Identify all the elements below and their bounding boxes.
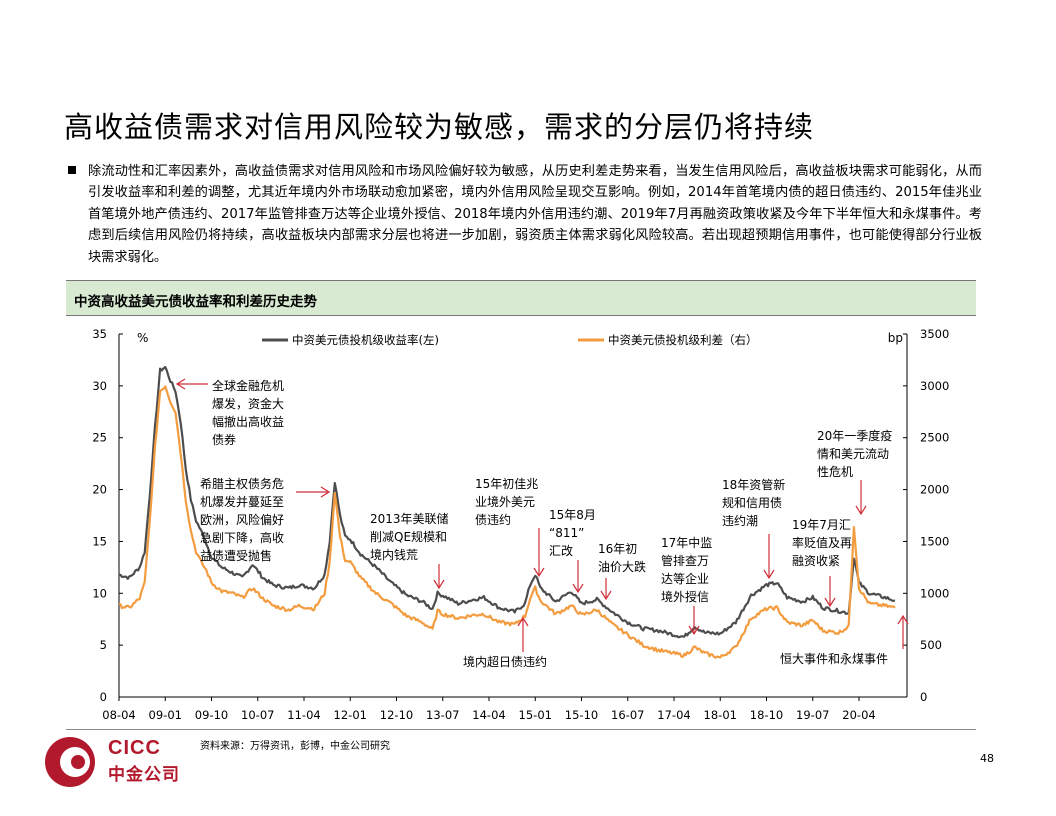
series-line-2 <box>118 385 896 659</box>
annotation-arrow-head <box>688 625 700 636</box>
annotation-text-line: 油价大跌 <box>598 559 646 574</box>
right-tick-label: 3500 <box>920 327 949 341</box>
left-tick-label: 35 <box>92 327 107 341</box>
bullet-paragraph: 除流动性和汇率因素外，高收益债需求对信用风险和市场风险偏好较为敏感，从历史利差走… <box>68 161 982 268</box>
x-tick-label: 20-04 <box>842 708 875 722</box>
annotation-text-line: 债违约 <box>475 512 511 527</box>
right-tick-label: 2500 <box>920 431 949 445</box>
annotation-text-line: 性危机 <box>817 465 853 479</box>
annotation-text-line: 爆发，资金大 <box>212 396 284 411</box>
x-tick-label: 15-10 <box>565 708 598 722</box>
annotation-arrow-head <box>533 567 545 578</box>
x-tick-label: 14-04 <box>472 708 505 722</box>
source-note: 资料来源：万得资讯，彭博，中金公司研究 <box>200 741 390 752</box>
annotation-text-line: 急剧下降，高收 <box>200 530 284 545</box>
bullet-square-icon <box>68 166 76 174</box>
annotation-text-line: 业境外美元 <box>475 494 535 509</box>
x-tick-label: 15-01 <box>519 708 552 722</box>
x-tick-label: 10-07 <box>241 708 274 722</box>
left-tick-label: 15 <box>92 534 107 548</box>
annotation-text-line: 削减QE规模和 <box>370 529 447 544</box>
x-tick-label: 12-01 <box>334 708 367 722</box>
annotation-text-line: 达等企业 <box>661 571 709 586</box>
annotation-text-line: 恒大事件和永煤事件 <box>780 652 888 666</box>
annotation-text-line: 全球金融危机 <box>212 378 284 393</box>
x-tick-label: 18-10 <box>750 708 783 722</box>
annotation-text-line: 管排查万 <box>661 553 709 568</box>
left-tick-label: 25 <box>92 431 107 445</box>
annotation-text-line: 率贬值及再 <box>792 535 852 550</box>
annotation-text-line: 欧洲，风险偏好 <box>200 512 284 527</box>
left-tick-label: 0 <box>100 690 107 704</box>
annotation-arrow-head <box>763 569 775 580</box>
x-tick-label: 18-01 <box>704 708 737 722</box>
annotation-arrow-head <box>824 597 836 608</box>
right-tick-label: 2000 <box>920 483 949 497</box>
annotation-text-line: 境内超日债违约 <box>463 654 547 669</box>
right-tick-label: 1000 <box>920 586 949 600</box>
page-title: 高收益债需求对信用风险较为敏感，需求的分层仍将持续 <box>64 110 815 144</box>
chart-header: 中资高收益美元债收益率和利差历史走势 <box>66 280 976 316</box>
annotation-text-line: 机爆发并蔓延至 <box>200 494 284 509</box>
annotation-text-line: 15年初佳兆 <box>475 477 538 491</box>
left-tick-label: 30 <box>92 379 107 393</box>
x-tick-label: 19-07 <box>796 708 829 722</box>
legend-label: 中资美元债投机级利差（右） <box>608 333 758 347</box>
annotation-text-line: 2013年美联储 <box>370 511 449 526</box>
annotation-text-line: 境内钱荒 <box>370 547 418 562</box>
annotation-arrow-head <box>517 616 529 627</box>
right-tick-label: 500 <box>920 638 942 652</box>
annotation-text-line: 汇改 <box>549 544 573 558</box>
annotation-arrow-head <box>572 583 584 594</box>
yield-spread-chart: 0 5 10 15 20 25 30 35 0 500 1000 1500 2000 2500 3000 35… <box>92 327 949 722</box>
cicc-logo-icon <box>45 737 95 787</box>
annotation-text-line: 18年资管新 <box>722 477 785 492</box>
annotation-arrow-head <box>897 614 909 625</box>
legend-label: 中资美元债投机级收益率(左) <box>292 333 439 347</box>
footer-divider <box>66 729 976 730</box>
bullet-text: 除流动性和汇率因素外，高收益债需求对信用风险和市场风险偏好较为敏感，从历史利差走… <box>88 164 982 265</box>
right-unit-label: bp <box>888 331 903 345</box>
left-tick-label: 20 <box>92 483 107 497</box>
annotation-text-line: 15年8月 <box>549 508 596 522</box>
annotation-text-line: 16年初 <box>598 542 637 556</box>
logo-text-cn: 中金公司 <box>108 765 180 785</box>
x-tick-label: 11-04 <box>287 708 320 722</box>
annotation-arrow-head <box>320 486 331 498</box>
annotation-text-line: “811” <box>549 526 584 540</box>
x-tick-label: 13-07 <box>426 708 459 722</box>
right-tick-label: 0 <box>920 690 927 704</box>
annotation-arrow-head <box>433 579 445 590</box>
series-line-1 <box>118 365 896 639</box>
x-tick-label: 16-07 <box>611 708 644 722</box>
x-tick-label: 08-04 <box>102 708 135 722</box>
annotation-text-line: 境外授信 <box>661 589 709 604</box>
right-tick-label: 1500 <box>920 534 949 548</box>
annotation-arrow-head <box>855 505 867 516</box>
logo-text-en: CICC <box>108 737 161 759</box>
annotation-arrow-head <box>175 378 186 390</box>
right-tick-label: 3000 <box>920 379 949 393</box>
annotation-text-line: 债券 <box>212 432 236 447</box>
annotation-text-line: 19年7月汇 <box>792 518 851 532</box>
annotation-text-line: 20年一季度疫 <box>817 428 892 443</box>
annotation-text-line: 违约潮 <box>722 513 758 528</box>
annotation-text-line: 规和信用债 <box>722 495 782 510</box>
left-tick-label: 5 <box>100 638 107 652</box>
x-tick-label: 09-01 <box>149 708 182 722</box>
page-number: 48 <box>980 752 994 765</box>
x-tick-label: 09-10 <box>195 708 228 722</box>
x-tick-label: 17-04 <box>657 708 690 722</box>
annotation-arrow-head <box>600 590 612 601</box>
annotation-text-line: 益债遭受抛售 <box>200 548 272 563</box>
annotation-text-line: 融资收紧 <box>792 554 840 568</box>
chart-header-title: 中资高收益美元债收益率和利差历史走势 <box>74 294 317 310</box>
annotation-text-line: 17年中监 <box>661 535 712 550</box>
annotation-text-line: 幅撤出高收益 <box>212 414 284 429</box>
annotation-text-line: 情和美元流动 <box>817 447 889 461</box>
x-tick-label: 12-10 <box>380 708 413 722</box>
left-tick-label: 10 <box>92 586 107 600</box>
left-unit-label: % <box>137 331 148 345</box>
annotation-text-line: 希腊主权债务危 <box>200 476 284 491</box>
